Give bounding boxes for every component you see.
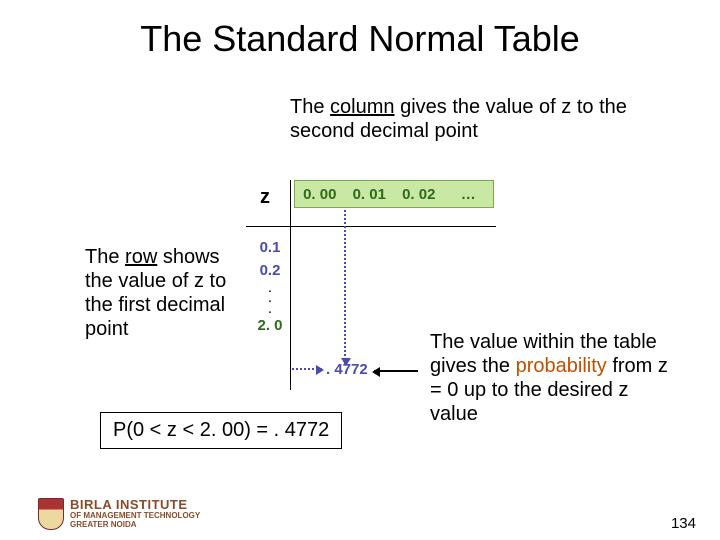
row-note: The row shows the value of z to the firs… (85, 245, 235, 341)
arrow-left-icon (374, 370, 418, 372)
table-cell-value: . 4772 (326, 361, 368, 378)
table-vertical-rule (290, 180, 291, 390)
col-header: … (444, 186, 494, 203)
z-label: z (260, 186, 270, 209)
col-header: 0. 02 (394, 186, 444, 203)
col-header: 0. 00 (295, 186, 345, 203)
col-header: 0. 01 (345, 186, 395, 203)
page-title: The Standard Normal Table (0, 0, 720, 60)
column-note: The column gives the value of z to the s… (290, 95, 650, 143)
z-table-diagram: z 0. 00 0. 01 0. 02 … 0.1 0.2 ... 2. 0 .… (250, 180, 490, 400)
page-number: 134 (671, 515, 696, 532)
row-label: 0.1 (250, 236, 290, 259)
vertical-dots: ... (250, 283, 290, 315)
table-horizontal-rule (246, 226, 496, 227)
row-labels: 0.1 0.2 ... 2. 0 (250, 236, 290, 337)
column-headers: 0. 00 0. 01 0. 02 … (294, 180, 494, 208)
arrow-right-icon (292, 368, 322, 370)
logo-line1: BIRLA INSTITUTE (70, 498, 200, 512)
row-label-final: 2. 0 (250, 314, 290, 337)
institute-logo: BIRLA INSTITUTE OF MANAGEMENT TECHNOLOGY… (38, 498, 200, 530)
logo-line3: GREATER NOIDA (70, 521, 200, 530)
shield-icon (38, 498, 64, 530)
arrow-down-icon (344, 210, 346, 364)
formula-box: P(0 < z < 2. 00) = . 4772 (100, 412, 342, 449)
